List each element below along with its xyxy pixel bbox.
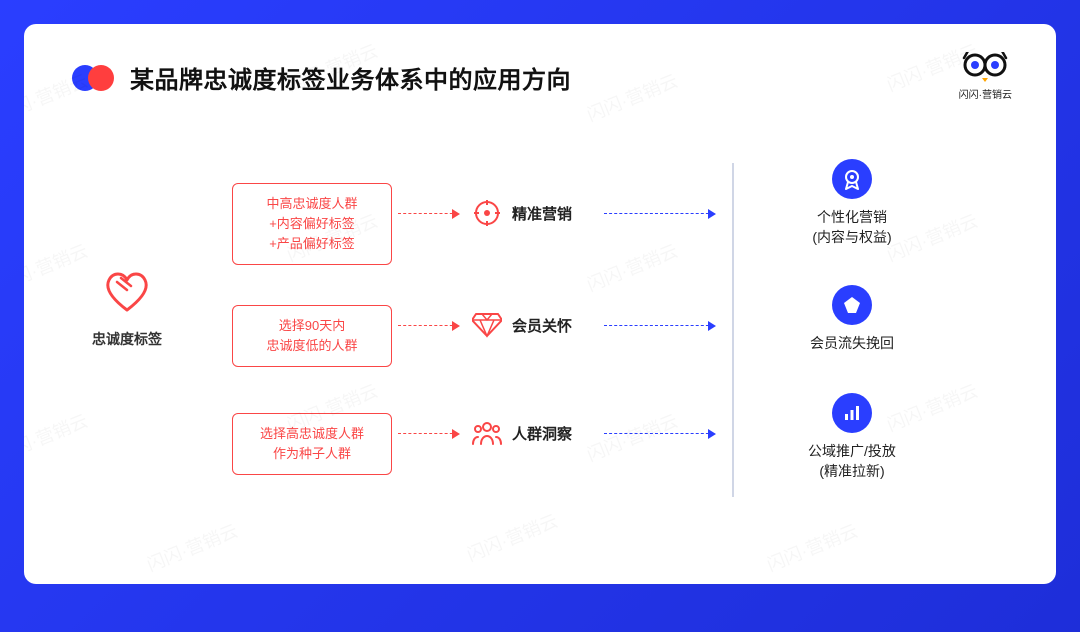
stage-label: 人群洞察 [512, 423, 572, 444]
badge-icon [832, 159, 872, 199]
diagram-area: 忠诚度标签 中高忠诚度人群 +内容偏好标签 +产品偏好标签 选择90天内 忠诚度… [72, 155, 1008, 535]
source-node: 忠诚度标签 [92, 270, 162, 349]
stage-node: 会员关怀 [472, 310, 572, 340]
segment-box: 选择高忠诚度人群 作为种子人群 [232, 413, 392, 475]
target-icon [472, 198, 502, 228]
header: 某品牌忠诚度标签业务体系中的应用方向 [72, 60, 1008, 95]
arrow-icon [604, 213, 714, 215]
title-bullet-icon [72, 64, 116, 92]
heart-icon [103, 270, 151, 319]
outcome-label: 个性化营销 (内容与权益) [812, 207, 891, 248]
stage-label: 会员关怀 [512, 315, 572, 336]
stage-node: 人群洞察 [472, 418, 572, 448]
outcome-label: 公域推广/投放 (精准拉新) [808, 441, 896, 482]
divider [732, 163, 734, 497]
segment-box: 选择90天内 忠诚度低的人群 [232, 305, 392, 367]
source-label: 忠诚度标签 [92, 329, 162, 349]
arrow-icon [398, 433, 458, 435]
segment-box: 中高忠诚度人群 +内容偏好标签 +产品偏好标签 [232, 183, 392, 265]
owl-icon [962, 52, 1008, 82]
people-icon [472, 418, 502, 448]
arrow-icon [604, 325, 714, 327]
arrow-icon [398, 213, 458, 215]
diamond-icon [472, 310, 502, 340]
page-title: 某品牌忠诚度标签业务体系中的应用方向 [130, 60, 571, 95]
stage-label: 精准营销 [512, 203, 572, 224]
arrow-icon [604, 433, 714, 435]
chart-icon [832, 393, 872, 433]
outcome-column: 个性化营销 (内容与权益) 会员流失挽回 公 [732, 155, 992, 505]
outcome-label: 会员流失挽回 [810, 333, 894, 353]
outcome-node: 公域推广/投放 (精准拉新) [772, 393, 932, 482]
arrow-icon [398, 325, 458, 327]
brand-logo: 闪闪·营销云 [959, 52, 1012, 101]
brand-name: 闪闪·营销云 [959, 86, 1012, 101]
stage-node: 精准营销 [472, 198, 572, 228]
slide-card: 某品牌忠诚度标签业务体系中的应用方向 闪闪·营销云 忠诚度标签 [24, 24, 1056, 584]
gem-icon [832, 285, 872, 325]
outcome-node: 会员流失挽回 [772, 285, 932, 353]
outcome-node: 个性化营销 (内容与权益) [772, 159, 932, 248]
